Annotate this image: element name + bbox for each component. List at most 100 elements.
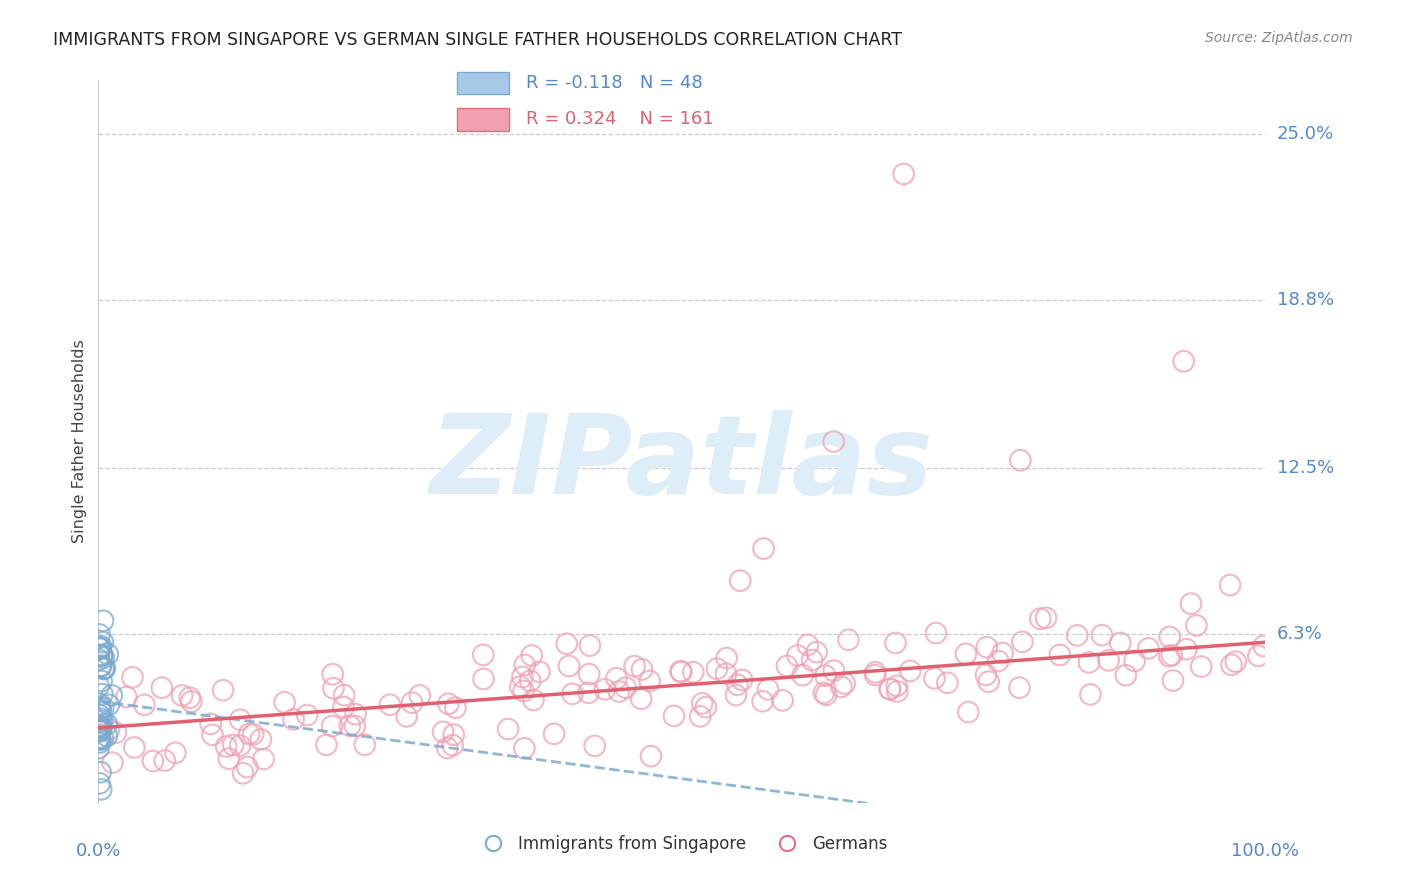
Point <box>578 667 600 681</box>
Point <box>671 665 693 679</box>
Point <box>1220 657 1243 672</box>
Point <box>925 626 948 640</box>
Point <box>583 739 606 753</box>
Point <box>837 632 859 647</box>
Point <box>752 541 775 556</box>
Point <box>87 653 110 667</box>
Point <box>90 721 112 735</box>
Point <box>91 731 114 746</box>
Point <box>236 760 259 774</box>
Point <box>714 666 737 681</box>
Point <box>232 766 254 780</box>
Point <box>89 708 111 723</box>
Point <box>924 672 946 686</box>
Point <box>89 719 111 733</box>
Point <box>87 719 110 733</box>
Point <box>89 640 111 655</box>
Text: IMMIGRANTS FROM SINGAPORE VS GERMAN SINGLE FATHER HOUSEHOLDS CORRELATION CHART: IMMIGRANTS FROM SINGAPORE VS GERMAN SING… <box>53 31 903 49</box>
Point <box>593 682 616 697</box>
Point <box>886 679 908 693</box>
Point <box>898 664 921 678</box>
Point <box>751 694 773 708</box>
Text: 100.0%: 100.0% <box>1232 842 1299 860</box>
Point <box>87 741 110 756</box>
Point <box>1035 611 1057 625</box>
Point <box>772 693 794 707</box>
Point <box>179 690 201 705</box>
Point <box>884 636 907 650</box>
Point <box>87 731 110 745</box>
Point <box>89 723 111 737</box>
Point <box>90 660 112 674</box>
Point <box>623 659 645 673</box>
Text: R = -0.118   N = 48: R = -0.118 N = 48 <box>526 74 703 92</box>
Point <box>343 719 366 733</box>
Point <box>806 645 828 659</box>
Bar <box>457 108 509 130</box>
Point <box>212 683 235 698</box>
Point <box>142 754 165 768</box>
Point <box>283 713 305 727</box>
Point <box>614 681 637 695</box>
Point <box>1159 649 1181 664</box>
Point <box>529 665 551 679</box>
Text: 0.0%: 0.0% <box>76 842 121 860</box>
Point <box>955 647 977 661</box>
Point <box>957 705 980 719</box>
Point <box>87 679 110 693</box>
Point <box>1160 648 1182 662</box>
Point <box>513 657 536 672</box>
Point <box>1115 668 1137 682</box>
Point <box>987 654 1010 668</box>
Text: 25.0%: 25.0% <box>1277 125 1334 143</box>
Point <box>1010 453 1032 467</box>
Point <box>830 680 852 694</box>
Point <box>98 722 121 736</box>
Point <box>322 681 344 696</box>
Point <box>863 668 886 682</box>
Point <box>662 709 685 723</box>
Point <box>432 724 454 739</box>
Point <box>90 658 112 673</box>
Point <box>89 648 111 662</box>
Point <box>472 672 495 686</box>
Point <box>90 673 112 688</box>
Point <box>97 698 120 712</box>
Point <box>91 714 114 728</box>
Point <box>1008 681 1031 695</box>
Y-axis label: Single Father Households: Single Father Households <box>72 340 87 543</box>
Point <box>813 686 835 700</box>
Text: 18.8%: 18.8% <box>1277 291 1333 309</box>
Point <box>1078 656 1101 670</box>
Point <box>89 641 111 656</box>
Point <box>472 648 495 662</box>
Point <box>716 651 738 665</box>
Point <box>90 732 112 747</box>
Legend: Immigrants from Singapore, Germans: Immigrants from Singapore, Germans <box>470 828 894 860</box>
Point <box>180 695 202 709</box>
Point <box>792 668 814 682</box>
Point <box>441 738 464 752</box>
Point <box>115 690 138 704</box>
Point <box>638 673 661 688</box>
Point <box>378 698 401 712</box>
Point <box>101 689 124 703</box>
Point <box>165 746 187 760</box>
Point <box>444 700 467 714</box>
Point <box>201 728 224 742</box>
Point <box>631 662 654 676</box>
Point <box>153 754 176 768</box>
Point <box>344 707 367 722</box>
Point <box>786 648 808 663</box>
Point <box>401 696 423 710</box>
Point <box>797 638 820 652</box>
Point <box>834 676 856 690</box>
Point <box>333 688 356 702</box>
Point <box>89 731 111 746</box>
Point <box>322 667 344 681</box>
Point <box>229 739 252 753</box>
Point <box>1225 655 1247 669</box>
Point <box>520 648 543 663</box>
Point <box>90 782 112 797</box>
Point <box>94 661 117 675</box>
